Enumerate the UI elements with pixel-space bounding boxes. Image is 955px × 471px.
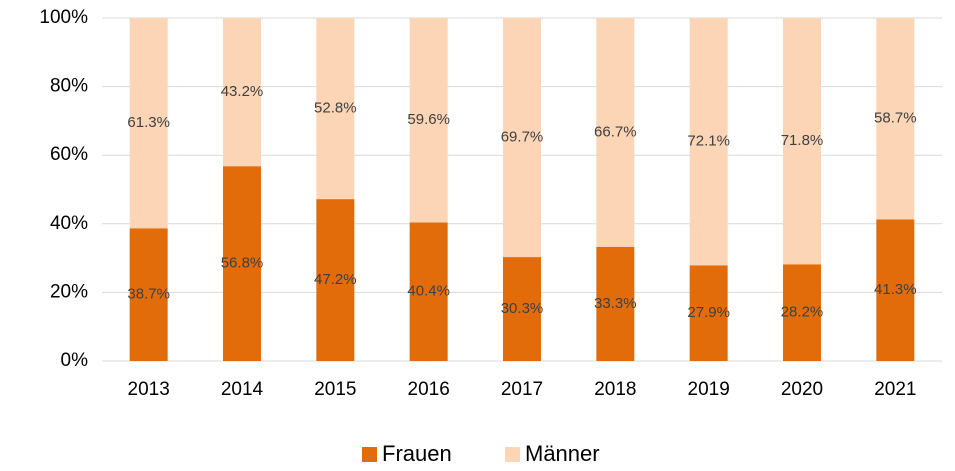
bar-segment (316, 18, 355, 200)
bar-segment (783, 18, 821, 265)
bar-segment (223, 18, 261, 167)
x-tick-label: 2017 (501, 379, 543, 400)
bar-segment (409, 222, 448, 361)
x-tick-label: 2015 (314, 379, 356, 400)
legend-label: Frauen (382, 441, 452, 466)
data-label: 33.3% (594, 295, 637, 312)
data-label: 59.6% (407, 111, 450, 128)
bar-segment (689, 265, 728, 361)
data-label: 27.9% (687, 304, 730, 321)
bar-segment (223, 166, 261, 361)
data-label: 72.1% (687, 133, 730, 150)
x-tick-label: 2014 (221, 379, 264, 400)
bar-segment (876, 18, 915, 220)
data-label: 28.2% (781, 304, 824, 321)
data-label: 43.2% (221, 83, 264, 100)
data-label: 41.3% (874, 281, 917, 298)
data-label: 71.8% (781, 132, 824, 149)
data-label: 69.7% (501, 129, 544, 146)
bar-segment (316, 199, 355, 361)
x-tick-label: 2018 (594, 379, 636, 400)
x-tick-label: 2013 (128, 379, 170, 400)
x-tick-label: 2019 (688, 379, 730, 400)
legend-label: Männer (525, 441, 600, 466)
y-tick-label: 100% (39, 7, 88, 28)
x-tick-label: 2021 (874, 379, 916, 400)
legend-swatch (505, 447, 520, 462)
bar-segment (876, 219, 915, 361)
bar-segment (596, 18, 635, 247)
data-label: 66.7% (594, 123, 637, 140)
x-tick-label: 2020 (781, 379, 823, 400)
legend-swatch (362, 447, 377, 462)
y-tick-label: 20% (50, 281, 88, 302)
bar-segment (503, 257, 541, 361)
data-label: 61.3% (127, 114, 170, 131)
y-tick-label: 0% (61, 350, 89, 371)
data-label: 40.4% (407, 283, 450, 300)
y-tick-label: 40% (50, 213, 88, 234)
bar-segment (689, 18, 728, 266)
data-label: 52.8% (314, 100, 357, 117)
data-label: 47.2% (314, 271, 357, 288)
bar-segment (503, 18, 541, 258)
bar-segment (596, 246, 635, 361)
y-tick-label: 60% (50, 144, 88, 165)
data-label: 58.7% (874, 110, 917, 127)
y-tick-label: 80% (50, 76, 88, 97)
x-tick-label: 2016 (408, 379, 450, 400)
data-label: 38.7% (127, 286, 170, 303)
bar-segment (129, 18, 168, 229)
bar-segment (409, 18, 448, 223)
bar-segment (129, 228, 168, 361)
data-label: 30.3% (501, 300, 544, 317)
bar-segment (783, 264, 821, 361)
data-label: 56.8% (221, 255, 264, 272)
